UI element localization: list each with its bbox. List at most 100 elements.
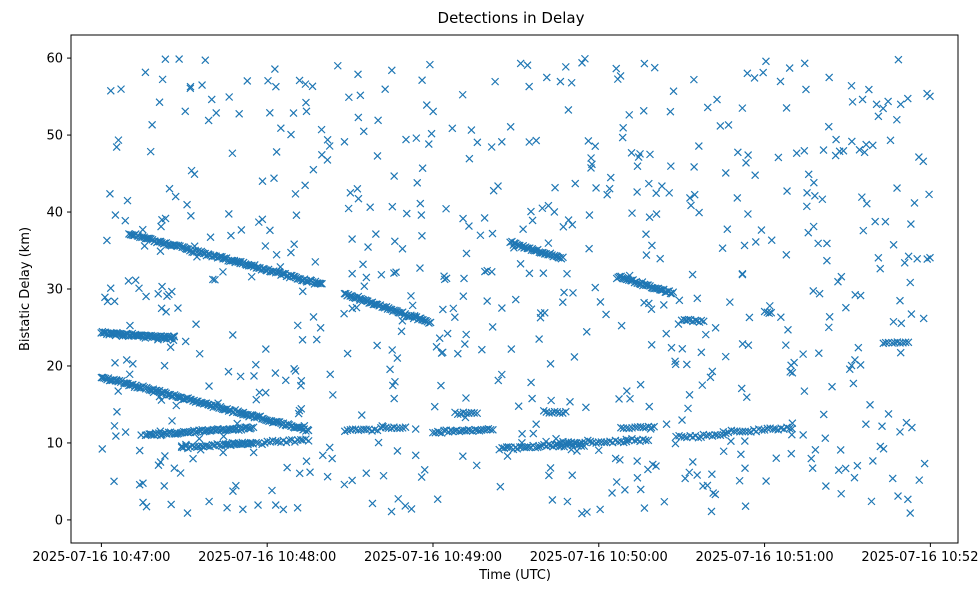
data-point [326,370,335,379]
data-point [292,211,301,220]
data-point [539,269,548,278]
data-point [864,85,873,94]
data-point [690,190,699,199]
data-point [578,58,586,67]
data-point [733,194,742,202]
data-point [650,63,659,72]
data-point [301,80,310,89]
data-point [567,78,576,87]
data-point [316,323,325,332]
data-point [291,367,300,375]
data-point [121,216,130,225]
data-point [343,349,352,358]
data-point [738,427,747,436]
data-point [585,244,594,253]
data-point [366,203,375,212]
data-point [154,289,163,298]
data-point [272,250,281,259]
data-point [281,376,290,385]
data-point [387,66,396,75]
data-point [160,452,169,460]
data-point [787,449,796,458]
data-point [419,316,428,324]
data-point [392,268,400,277]
data-point [487,267,496,276]
data-point [776,313,785,322]
data-point [652,462,660,470]
data-point [785,64,794,72]
data-point [581,403,590,412]
data-point [647,241,656,250]
data-point [261,345,270,354]
data-point [348,304,357,313]
data-point [762,57,770,66]
data-point [738,104,747,113]
data-point [362,273,371,282]
data-point [411,451,420,460]
data-point [552,434,560,443]
data-point [289,109,298,117]
data-point [204,442,212,451]
data-point [591,283,600,292]
data-point [425,319,433,327]
data-point [190,242,199,251]
data-point [206,233,215,242]
data-point [370,425,379,434]
data-point [158,75,167,84]
data-point [904,338,913,347]
data-point [783,187,791,195]
data-point [809,178,818,187]
data-point [910,199,919,207]
data-point [893,184,901,192]
data-point [923,255,932,263]
data-point [442,204,450,213]
data-point [925,190,933,199]
data-point [735,476,744,485]
data-point [724,120,733,129]
data-point [390,269,398,277]
data-point [772,454,781,463]
data-point [896,296,904,305]
data-point [559,253,567,262]
data-point [906,509,915,517]
data-point [252,438,261,447]
data-point [854,343,863,352]
data-point [195,434,204,443]
data-point [186,84,195,93]
data-point [249,423,258,432]
data-point [920,459,929,468]
data-point [113,407,121,416]
data-point [902,418,911,427]
data-point [112,376,121,384]
data-point [640,504,649,512]
data-point [559,222,568,231]
data-point [786,367,795,376]
data-point [308,82,317,91]
data-point [398,423,407,432]
data-point [757,226,766,235]
data-point [563,497,572,506]
data-point [112,143,121,151]
data-point [279,505,288,514]
data-point [189,454,197,463]
data-point [564,216,573,224]
data-point [377,270,386,279]
data-point [919,314,928,323]
y-axis-ticks: 0 10 20 30 40 50 60 [46,52,71,528]
data-point [290,240,299,249]
data-point [691,316,700,325]
data-point [388,346,397,354]
data-point [183,200,191,209]
data-point [639,106,648,115]
data-point [170,464,179,473]
data-point [455,427,464,436]
data-point [651,284,660,293]
data-point [309,312,318,321]
data-point [903,94,912,103]
data-point [685,468,694,477]
data-point [111,432,120,441]
data-point [568,471,577,480]
data-point [181,107,190,116]
data-point [476,231,485,240]
data-point [650,422,659,431]
